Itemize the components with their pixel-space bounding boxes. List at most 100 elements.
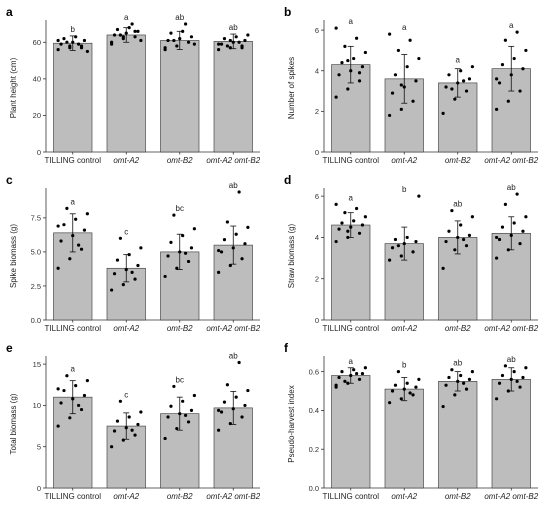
data-point (175, 426, 179, 431)
data-point (512, 370, 516, 374)
data-point (71, 40, 75, 44)
significance-letter: c (124, 390, 128, 399)
data-point (65, 206, 69, 210)
data-point (118, 33, 122, 37)
x-tick-label: omt-A2 (113, 324, 139, 333)
data-point (411, 99, 415, 103)
data-point (56, 424, 60, 428)
y-tick-label: 2 (315, 275, 319, 284)
data-point (217, 270, 221, 274)
data-point (133, 29, 137, 33)
data-point (71, 233, 75, 238)
data-point (133, 277, 137, 281)
data-point (231, 246, 235, 250)
panel-letter-f: f (284, 341, 289, 355)
data-point (181, 399, 185, 403)
data-point (334, 202, 338, 206)
data-point (340, 370, 344, 374)
y-tick-label: 15 (33, 360, 41, 369)
data-point (222, 37, 227, 41)
data-point (59, 42, 63, 46)
y-tick-label: 5.0 (31, 248, 41, 257)
panel-e: e Total biomass (g) 0 5 10 15 a TILLING control… (6, 341, 261, 501)
data-point (343, 379, 347, 383)
data-point (225, 44, 229, 48)
data-point (509, 73, 513, 77)
data-point (402, 387, 406, 391)
data-point (68, 44, 72, 48)
data-point (402, 85, 406, 89)
y-tick-label: 20 (33, 111, 41, 120)
x-tick-label: omt-A2 (113, 156, 139, 165)
y-tick-label: 6 (315, 26, 319, 35)
data-point (74, 35, 78, 39)
data-point (447, 375, 451, 380)
data-point (172, 384, 176, 389)
significance-letter: a (349, 17, 354, 26)
data-point (225, 220, 229, 224)
data-point (85, 212, 89, 216)
data-point (192, 227, 196, 231)
data-point (417, 377, 421, 381)
x-tick-label: TILLING control (45, 156, 102, 165)
data-point (456, 235, 460, 240)
data-point (234, 395, 238, 399)
data-point (178, 37, 182, 41)
data-point (237, 190, 241, 194)
data-point (393, 73, 398, 77)
x-tick-label: omt-B2 (167, 156, 193, 165)
y-axis-label: Total biomass (g) (9, 393, 18, 454)
data-point (130, 270, 134, 274)
data-point (217, 428, 221, 432)
data-point (62, 223, 66, 227)
panel-f: f Pseudo-harvest index 0.0 0.2 0.4 0.6 a TILLIN… (284, 341, 539, 501)
data-point (393, 383, 398, 387)
data-point (352, 219, 356, 223)
data-point (178, 412, 182, 416)
data-point (217, 408, 221, 412)
data-point (521, 229, 525, 233)
significance-letter: a (124, 13, 129, 22)
data-point (231, 407, 235, 411)
data-point (464, 244, 469, 248)
data-point (346, 381, 350, 385)
bar (106, 34, 146, 153)
significance-letter: bc (176, 375, 184, 384)
data-point (163, 274, 167, 279)
significance-letter: ab (507, 355, 516, 364)
data-point (408, 38, 412, 42)
x-tick-label: omt-B2 (445, 324, 471, 333)
data-point (172, 38, 176, 43)
data-point (518, 89, 522, 93)
data-point (189, 35, 194, 39)
data-point (509, 377, 513, 381)
data-point (470, 370, 474, 374)
data-point (444, 383, 448, 387)
data-point (172, 213, 176, 217)
data-point (495, 256, 499, 260)
data-point (349, 373, 353, 378)
data-point (82, 38, 87, 43)
y-tick-label: 4 (315, 67, 319, 76)
data-point (56, 48, 60, 52)
data-point (192, 42, 196, 46)
x-tick-label: omt-A2 omt-B2 (484, 156, 538, 165)
data-point (453, 248, 457, 252)
data-point (112, 33, 117, 37)
y-axis-label: Plant height (cm) (9, 57, 18, 118)
data-point (169, 240, 173, 244)
y-tick-label: 10 (33, 401, 41, 410)
data-point (181, 29, 185, 33)
data-point (77, 42, 81, 46)
data-point (441, 404, 445, 409)
y-tick-label: 0 (315, 316, 319, 325)
data-point (115, 419, 120, 423)
data-point (399, 107, 403, 111)
data-point (184, 22, 188, 26)
data-point (355, 371, 359, 376)
data-point (459, 373, 463, 378)
data-point (133, 35, 137, 39)
bar (160, 40, 200, 153)
data-point (124, 268, 128, 272)
panel-b: b Number of spikes 0 2 4 6 a TILLING control a om… (284, 5, 539, 165)
